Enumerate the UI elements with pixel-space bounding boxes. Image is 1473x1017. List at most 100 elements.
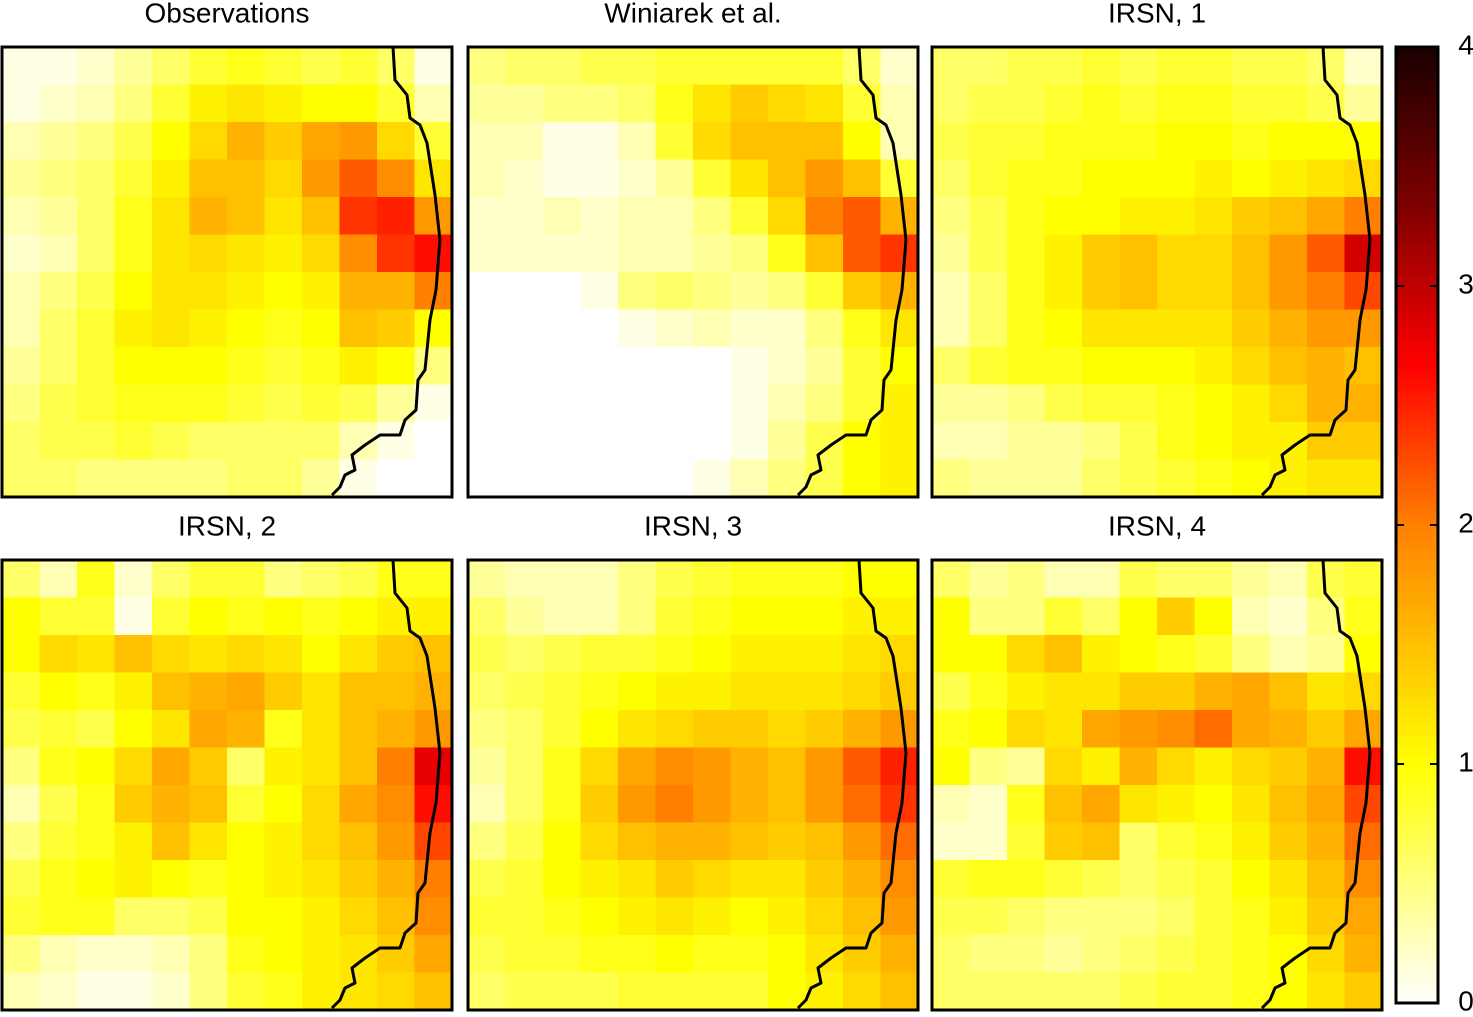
heatmap-cell <box>1044 84 1083 123</box>
heatmap-cell <box>768 159 806 198</box>
heatmap-cell <box>768 309 806 348</box>
heatmap-cell <box>468 822 506 861</box>
heatmap-cell <box>39 972 78 1011</box>
colorbar-segment <box>1396 405 1438 411</box>
heatmap-cell <box>580 197 619 235</box>
colorbar-segment <box>1396 61 1438 67</box>
colorbar-segment <box>1396 859 1438 865</box>
heatmap-cell <box>39 747 78 786</box>
heatmap-cell <box>1044 459 1083 498</box>
heatmap-cell <box>302 935 340 973</box>
heatmap-cell <box>880 197 919 235</box>
heatmap-cell <box>1044 422 1083 460</box>
heatmap-cell <box>1119 422 1158 460</box>
heatmap-cell <box>843 309 881 348</box>
heatmap-cell <box>152 122 190 160</box>
heatmap-cell <box>693 635 731 673</box>
heatmap-cell <box>377 159 415 198</box>
heatmap-cell <box>1157 935 1195 973</box>
heatmap-cell <box>1082 384 1120 423</box>
heatmap-cell <box>932 785 970 823</box>
heatmap-cell <box>580 672 619 711</box>
heatmap-cell <box>805 785 844 823</box>
colorbar-segment <box>1396 372 1438 378</box>
heatmap-cell <box>114 234 153 273</box>
heatmap-cell <box>730 897 769 936</box>
heatmap-cell <box>580 860 619 898</box>
colorbar-segment <box>1396 529 1438 536</box>
colorbar-segment <box>1396 338 1438 344</box>
heatmap-cell <box>655 347 694 385</box>
heatmap-cell <box>880 822 919 861</box>
heatmap-cell <box>618 159 656 198</box>
colorbar-segment <box>1396 979 1438 985</box>
heatmap-cell <box>1344 597 1383 636</box>
heatmap-cell <box>693 347 731 385</box>
colorbar-segment <box>1396 333 1438 340</box>
heatmap-cell <box>339 597 378 636</box>
heatmap-cell <box>1344 422 1383 460</box>
heatmap-cell <box>1269 972 1308 1011</box>
heatmap-cell <box>932 935 970 973</box>
heatmap-cell <box>1119 384 1158 423</box>
heatmap-cell <box>932 747 970 786</box>
heatmap-cell <box>189 84 228 123</box>
heatmap-cell <box>655 422 694 460</box>
heatmap-cell <box>339 635 378 673</box>
heatmap-cell <box>414 347 453 385</box>
heatmap-cell <box>77 197 115 235</box>
colorbar-segment <box>1396 596 1438 602</box>
heatmap-cell <box>768 860 806 898</box>
heatmap-cell <box>414 560 453 598</box>
heatmap-cell <box>264 747 303 786</box>
panel-frame <box>930 45 1384 499</box>
colorbar-segment <box>1396 242 1438 249</box>
heatmap-cell <box>1232 672 1270 711</box>
heatmap-cell <box>1157 272 1195 310</box>
heatmap-cell <box>1269 309 1308 348</box>
heatmap-cell <box>468 897 506 936</box>
heatmap-cell <box>880 897 919 936</box>
heatmap-cell <box>693 159 731 198</box>
heatmap-cell <box>505 822 544 861</box>
heatmap-cell <box>932 635 970 673</box>
heatmap-cell <box>1269 459 1308 498</box>
heatmap-cell <box>152 47 190 85</box>
heatmap-cell <box>543 159 581 198</box>
colorbar-segment <box>1396 180 1438 187</box>
heatmap-cell <box>1232 822 1270 861</box>
heatmap-cell <box>730 785 769 823</box>
heatmap-cell <box>932 122 970 160</box>
heatmap-cell <box>655 785 694 823</box>
heatmap-cell <box>1157 422 1195 460</box>
heatmap-cell <box>189 710 228 748</box>
heatmap-cell <box>468 672 506 711</box>
heatmap-cell <box>468 935 506 973</box>
heatmap-cell <box>189 234 228 273</box>
heatmap-cell <box>302 422 340 460</box>
heatmap-cell <box>655 710 694 748</box>
colorbar-segment <box>1396 625 1438 631</box>
heatmap-cell <box>969 84 1008 123</box>
heatmap-cell <box>969 822 1008 861</box>
heatmap-cell <box>1194 935 1233 973</box>
heatmap-cell <box>77 159 115 198</box>
heatmap-cell <box>768 560 806 598</box>
heatmap-cell <box>618 234 656 273</box>
heatmap-cell <box>693 710 731 748</box>
heatmap-cell <box>693 935 731 973</box>
heatmap-cell <box>1119 122 1158 160</box>
heatmap-cell <box>1269 234 1308 273</box>
heatmap-cell <box>580 822 619 861</box>
heatmap-cell <box>227 897 265 936</box>
colorbar-segment <box>1396 525 1438 531</box>
colorbar-segment <box>1396 329 1438 335</box>
heatmap-cell <box>1232 272 1270 310</box>
heatmap-cell <box>227 710 265 748</box>
heatmap-cell <box>693 459 731 498</box>
colorbar-segment <box>1396 324 1438 330</box>
heatmap-cell <box>77 785 115 823</box>
heatmap-cell <box>414 972 453 1011</box>
colorbar-segment <box>1396 826 1438 832</box>
heatmap-cell <box>1232 197 1270 235</box>
